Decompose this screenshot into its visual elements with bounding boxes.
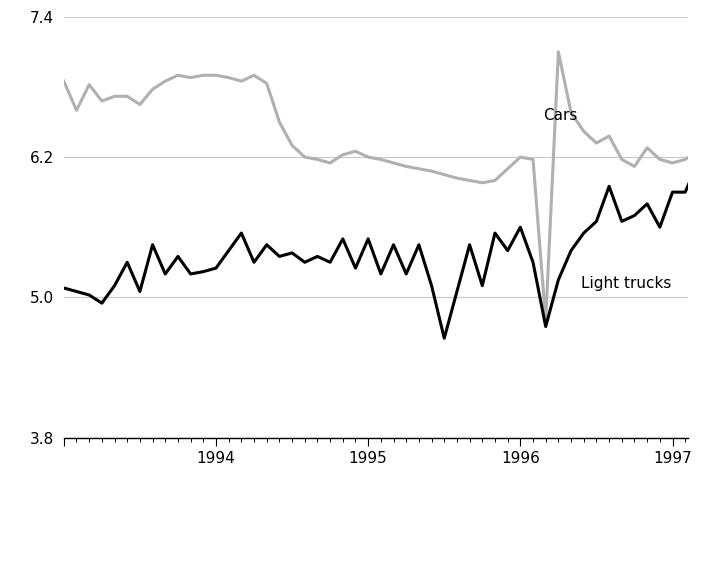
Text: Light trucks: Light trucks <box>581 276 671 291</box>
Text: Cars: Cars <box>543 108 578 123</box>
